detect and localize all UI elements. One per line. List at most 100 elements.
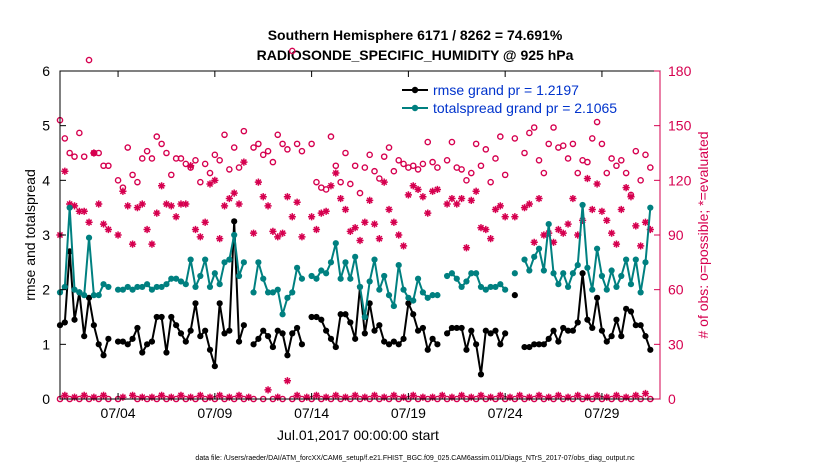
- obs-evaluated-low-marker: [70, 393, 79, 401]
- totalspread-point: [434, 292, 441, 299]
- obs-possible-marker: [380, 153, 388, 160]
- obs-evaluated-marker: [337, 194, 345, 203]
- rmse-point: [231, 218, 238, 225]
- obs-possible-marker: [226, 166, 233, 173]
- totalspread-point: [564, 283, 572, 291]
- rmse-point: [85, 294, 93, 301]
- obs-possible-marker: [351, 162, 359, 170]
- obs-possible-marker: [540, 169, 548, 177]
- rmse-point: [414, 327, 422, 334]
- obs-evaluated-marker: [322, 207, 330, 215]
- rmse-point: [593, 294, 601, 301]
- obs-evaluated-low-marker: [332, 391, 340, 399]
- obs-possible-marker: [467, 169, 475, 177]
- y-tick-label-right: 180: [668, 63, 692, 79]
- obs-evaluated-low-marker: [283, 377, 292, 385]
- obs-evaluated-marker: [283, 193, 292, 201]
- rmse-point: [385, 341, 393, 348]
- obs-possible-marker: [129, 171, 136, 179]
- obs-evaluated-marker: [341, 205, 350, 214]
- obs-possible-marker: [85, 56, 93, 64]
- obs-evaluated-low-marker: [90, 393, 98, 401]
- rmse-point: [284, 352, 291, 359]
- obs-evaluated-marker: [254, 178, 262, 186]
- obs-possible-marker: [298, 147, 306, 155]
- obs-evaluated-marker: [419, 193, 427, 201]
- obs-possible-marker: [598, 140, 606, 148]
- obs-possible-marker: [497, 133, 504, 140]
- totalspread-point: [76, 289, 83, 296]
- rmse-point: [332, 343, 339, 351]
- totalspread-point: [477, 283, 485, 291]
- totalspread-point: [264, 289, 272, 296]
- obs-evaluated-marker: [559, 229, 567, 237]
- totalspread-point: [458, 283, 465, 291]
- totalspread-point: [163, 281, 170, 288]
- rmse-point: [637, 322, 644, 329]
- obs-evaluated-marker: [191, 225, 200, 234]
- rmse-point: [235, 338, 243, 345]
- obs-evaluated-marker: [375, 235, 383, 243]
- obs-evaluated-marker: [433, 185, 442, 194]
- obs-evaluated-low-marker: [458, 391, 466, 399]
- rmse-point: [221, 330, 228, 337]
- totalspread-point: [574, 261, 581, 269]
- totalspread-point: [85, 234, 93, 241]
- obs-evaluated-low-marker: [409, 391, 417, 399]
- totalspread-point: [395, 261, 402, 269]
- totalspread-point: [216, 281, 223, 288]
- obs-evaluated-marker: [453, 200, 461, 208]
- rmse-point: [419, 324, 427, 332]
- obs-possible-marker: [279, 140, 286, 148]
- obs-evaluated-marker: [385, 205, 393, 214]
- obs-evaluated-low-marker: [225, 393, 233, 401]
- obs-evaluated-marker: [95, 200, 103, 208]
- x-tick-label: 07/14: [294, 405, 329, 421]
- obs-evaluated-low-marker: [80, 391, 88, 399]
- rmse-point: [71, 316, 78, 323]
- totalspread-point: [502, 286, 509, 293]
- obs-possible-marker: [366, 151, 373, 159]
- legend-totalspread-label: totalspread grand pr = 2.1065: [433, 100, 617, 116]
- totalspread-point: [332, 240, 339, 247]
- obs-count-markers: [56, 47, 654, 403]
- obs-possible-marker: [477, 162, 485, 170]
- rmse-point: [313, 313, 320, 321]
- rmse-point: [584, 316, 591, 323]
- totalspread-point: [390, 302, 397, 310]
- totalspread-point: [231, 231, 238, 239]
- plot-area: [60, 71, 660, 399]
- obs-evaluated-marker: [646, 225, 654, 234]
- obs-evaluated-low-marker: [390, 391, 398, 399]
- totalspread-point: [289, 289, 296, 296]
- rmse-point: [143, 341, 151, 348]
- rmse-point: [139, 349, 146, 356]
- totalspread-point: [134, 283, 141, 291]
- obs-possible-marker: [472, 140, 480, 148]
- obs-evaluated-marker: [356, 236, 364, 245]
- totalspread-point: [531, 253, 538, 260]
- rmse-point: [352, 335, 359, 342]
- totalspread-point: [173, 275, 180, 282]
- obs-evaluated-marker: [220, 202, 229, 210]
- obs-evaluated-low-marker: [593, 391, 601, 399]
- rmse-point: [482, 327, 489, 334]
- obs-possible-marker: [114, 177, 122, 184]
- obs-evaluated-marker: [414, 185, 422, 194]
- obs-possible-marker: [550, 124, 557, 131]
- obs-possible-marker: [332, 162, 340, 170]
- obs-evaluated-low-marker: [148, 393, 156, 401]
- totalspread-point: [352, 253, 359, 260]
- rmse-point: [443, 330, 451, 337]
- totalspread-point: [347, 275, 354, 282]
- totalspread-point: [318, 267, 325, 274]
- obs-possible-marker: [458, 166, 465, 173]
- obs-evaluated-marker: [351, 224, 359, 232]
- obs-evaluated-marker: [608, 229, 616, 237]
- rmse-point: [376, 322, 383, 329]
- rmse-point: [453, 324, 460, 332]
- obs-possible-marker: [235, 164, 243, 171]
- obs-possible-marker: [385, 144, 393, 151]
- rmse-point: [269, 343, 277, 351]
- totalspread-point: [129, 286, 136, 293]
